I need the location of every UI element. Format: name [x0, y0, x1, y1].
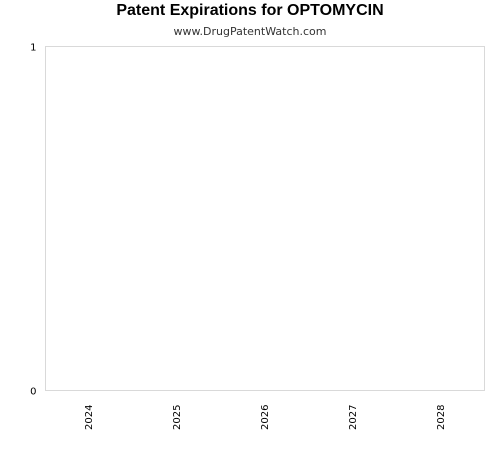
x-tick-labels: 2024 2025 2026 2027 2028: [84, 405, 447, 430]
x-tick-label: 2027: [348, 405, 359, 430]
chart-subtitle: www.DrugPatentWatch.com: [173, 25, 327, 38]
y-tick-label: 1: [30, 43, 36, 54]
y-tick-labels: 01: [30, 43, 36, 398]
y-tick-label: 0: [30, 387, 36, 398]
x-tick-label: 2026: [260, 405, 271, 430]
x-tick-label: 2024: [84, 405, 95, 430]
chart-title: Patent Expirations for OPTOMYCIN: [116, 2, 384, 19]
plot-area: [45, 46, 485, 391]
x-tick-label: 2028: [436, 405, 447, 430]
x-tick-label: 2025: [172, 405, 183, 430]
